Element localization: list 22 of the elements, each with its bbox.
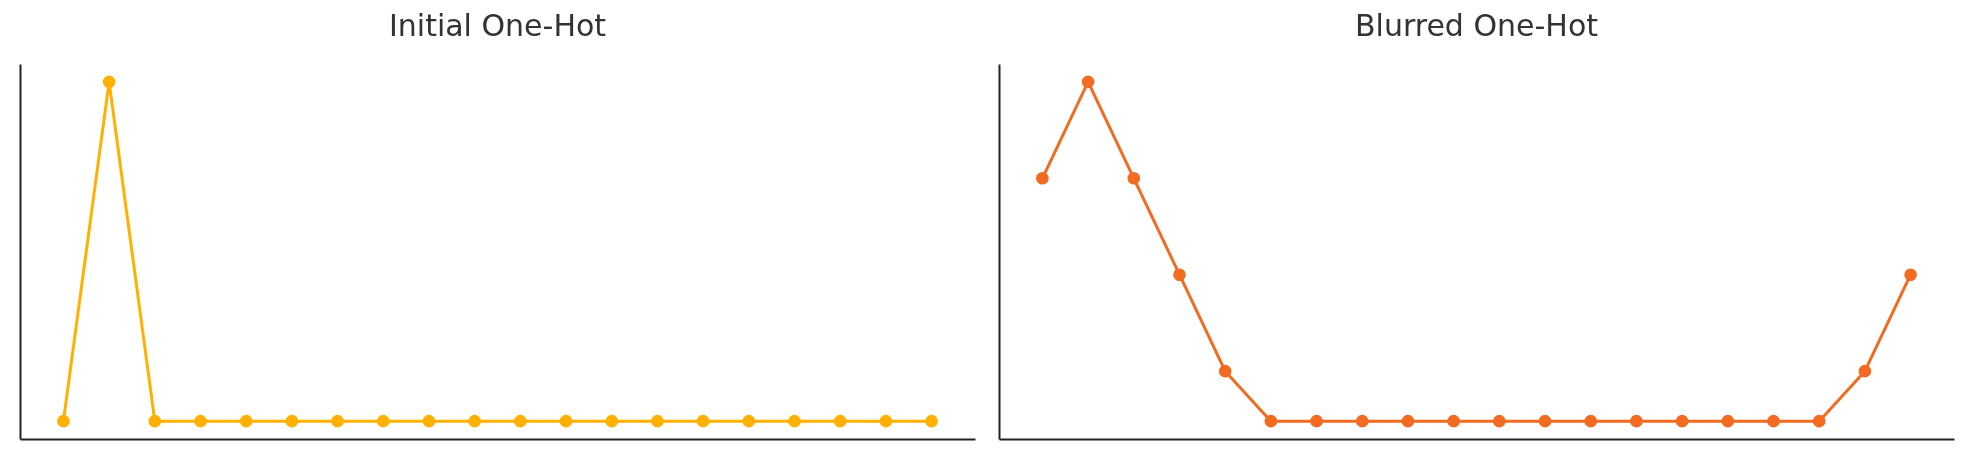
point — [1264, 414, 1278, 428]
point — [1218, 364, 1232, 378]
point — [1081, 75, 1095, 89]
point — [1401, 414, 1415, 428]
point — [1858, 364, 1872, 378]
point — [1173, 268, 1186, 282]
point — [1904, 268, 1917, 282]
chart-title: Initial One-Hot — [388, 8, 607, 43]
chart-title: Blurred One-Hot — [1354, 8, 1599, 43]
point — [1538, 414, 1552, 428]
point — [1630, 414, 1643, 428]
point — [1355, 414, 1369, 428]
point — [1584, 414, 1598, 428]
point — [1310, 414, 1323, 428]
point — [1127, 171, 1141, 185]
point — [1447, 414, 1460, 428]
point — [1493, 414, 1506, 428]
point — [1767, 414, 1780, 428]
point — [1036, 171, 1049, 185]
point — [1721, 414, 1735, 428]
point — [1812, 414, 1826, 428]
point — [1675, 414, 1689, 428]
